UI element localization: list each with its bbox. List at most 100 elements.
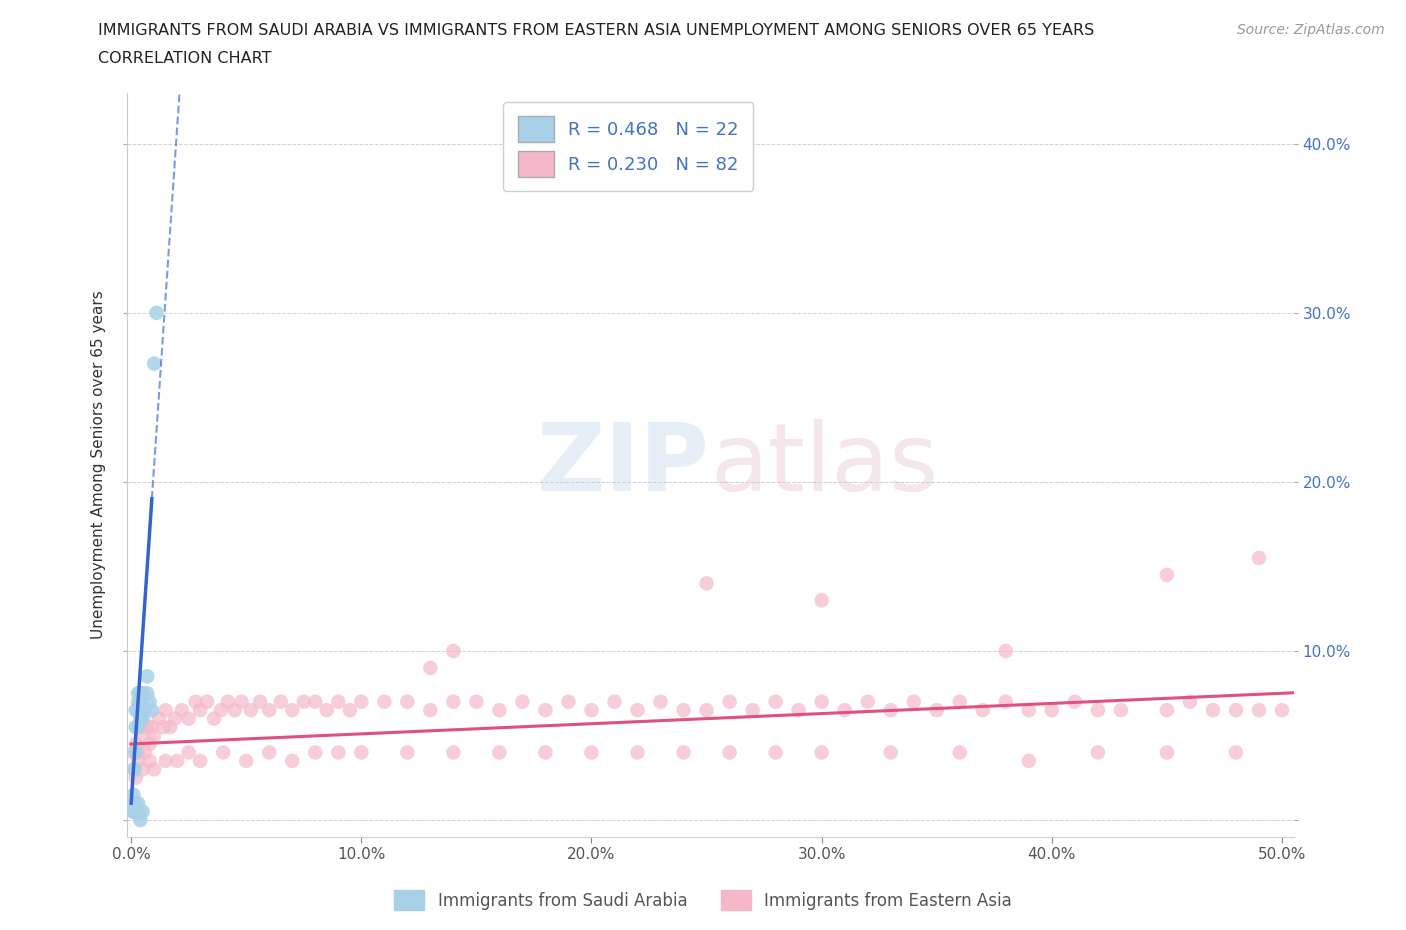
Point (488, 703, 510, 718)
Point (122, 804, 145, 819)
Point (134, 703, 156, 718)
Text: Source: ZipAtlas.com: Source: ZipAtlas.com (1237, 23, 1385, 37)
Point (994, 695, 1017, 710)
Point (124, 762, 146, 777)
Point (217, 695, 239, 710)
Point (465, 695, 488, 710)
Point (212, 745, 235, 760)
Point (441, 745, 464, 760)
Point (350, 745, 373, 760)
Point (1087, 745, 1109, 760)
Point (129, 695, 152, 710)
Point (224, 703, 246, 718)
Point (1063, 695, 1085, 710)
Point (1225, 703, 1247, 718)
Point (328, 745, 350, 760)
Point (231, 695, 253, 710)
Point (152, 720, 174, 735)
Point (136, 685, 159, 700)
Point (125, 770, 148, 785)
Point (626, 745, 648, 760)
Point (125, 703, 148, 718)
Point (155, 703, 177, 718)
Point (603, 695, 626, 710)
Point (1087, 703, 1109, 718)
Point (249, 695, 271, 710)
Point (488, 745, 510, 760)
Point (672, 703, 695, 718)
Point (718, 745, 741, 760)
Point (810, 695, 832, 710)
Point (512, 695, 534, 710)
Point (131, 804, 153, 819)
Point (339, 703, 361, 718)
Point (441, 644, 464, 658)
Point (281, 703, 304, 718)
Point (202, 711, 225, 726)
Point (125, 720, 148, 735)
Point (304, 745, 326, 760)
Point (177, 745, 200, 760)
Point (129, 720, 152, 735)
Point (718, 695, 741, 710)
Point (143, 762, 166, 777)
Point (441, 695, 464, 710)
Point (419, 703, 441, 718)
Point (129, 685, 152, 700)
Point (581, 745, 603, 760)
Point (741, 703, 763, 718)
Point (159, 720, 181, 735)
Point (270, 695, 292, 710)
Point (281, 753, 304, 768)
Point (925, 703, 948, 718)
Point (138, 737, 160, 751)
Point (880, 703, 903, 718)
Point (557, 695, 579, 710)
Point (581, 703, 603, 718)
Point (127, 796, 149, 811)
Point (138, 695, 160, 710)
Point (810, 745, 832, 760)
Point (949, 745, 972, 760)
Point (131, 685, 153, 700)
Point (396, 695, 419, 710)
Point (1247, 703, 1270, 718)
Point (787, 703, 810, 718)
Point (235, 753, 257, 768)
Point (188, 753, 211, 768)
Text: ZIP: ZIP (537, 419, 710, 511)
Point (1271, 703, 1294, 718)
Point (350, 695, 373, 710)
Point (534, 703, 557, 718)
Point (373, 695, 395, 710)
Point (136, 720, 159, 735)
Point (131, 711, 153, 726)
Point (155, 753, 177, 768)
Point (1018, 703, 1040, 718)
Point (856, 695, 879, 710)
Point (1225, 745, 1247, 760)
Point (129, 711, 152, 726)
Point (127, 703, 149, 718)
Point (765, 745, 787, 760)
Point (396, 745, 419, 760)
Point (122, 762, 145, 777)
Point (125, 737, 148, 751)
Point (1156, 567, 1178, 582)
Point (1202, 703, 1225, 718)
Point (127, 745, 149, 760)
Point (209, 703, 232, 718)
Point (148, 711, 170, 726)
Point (315, 703, 337, 718)
Point (127, 695, 149, 710)
Point (131, 728, 153, 743)
Point (188, 703, 211, 718)
Point (195, 695, 218, 710)
Point (257, 745, 280, 760)
Point (994, 644, 1017, 658)
Point (1156, 703, 1178, 718)
Point (1040, 703, 1063, 718)
Point (166, 753, 188, 768)
Point (534, 745, 557, 760)
Point (949, 695, 972, 710)
